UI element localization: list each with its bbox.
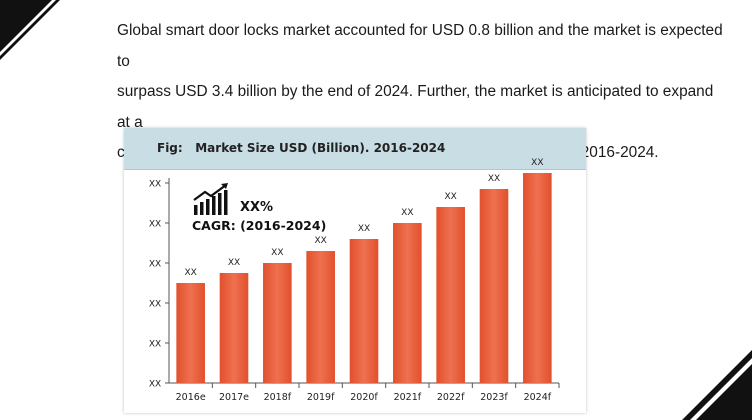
bottom-right-corner-stripe — [682, 350, 752, 420]
bar-data-label: XX — [228, 258, 240, 268]
bar — [436, 207, 465, 383]
cagr-label: CAGR: (2016-2024) — [192, 218, 327, 233]
bar-data-label: XX — [531, 158, 543, 168]
bar — [306, 251, 335, 383]
y-tick-label: XX — [149, 260, 161, 270]
bar-data-label: XX — [401, 208, 413, 218]
bar — [523, 173, 552, 383]
bar — [479, 189, 509, 383]
bar-chart: XX XX XX XX XX XX XX 2016e XX 2017e XX 2018f XX 2019f… — [149, 158, 560, 403]
bar-data-label: XX — [314, 236, 326, 246]
figure-header: Fig: Market Size USD (Billion). 2016-202… — [124, 128, 586, 170]
x-tick-label: 2017e — [219, 392, 249, 403]
bar-data-label: XX — [444, 192, 456, 202]
top-left-corner-stripe — [0, 0, 60, 60]
y-tick-label: XX — [149, 220, 161, 230]
x-tick-label: 2018f — [264, 392, 292, 403]
figure-title: Fig: Market Size USD (Billion). 2016-202… — [157, 141, 446, 155]
bar — [349, 239, 379, 383]
y-tick-label: XX — [149, 340, 161, 350]
bar — [219, 273, 249, 383]
y-tick-label: XX — [149, 180, 161, 190]
x-tick-label: 2024f — [524, 392, 552, 403]
y-tick-label: XX — [149, 380, 161, 390]
bar — [393, 223, 422, 383]
x-tick-label: 2020f — [350, 392, 378, 403]
x-tick-label: 2016e — [176, 392, 206, 403]
bar — [263, 263, 292, 383]
cagr-value: XX% — [240, 200, 274, 215]
bar-growth-icon — [193, 183, 228, 215]
paragraph-line-1: Global smart door locks market accounted… — [117, 22, 723, 70]
y-tick-label: XX — [149, 300, 161, 310]
x-tick-label: 2022f — [437, 392, 465, 403]
market-size-figure: Fig: Market Size USD (Billion). 2016-202… — [124, 128, 586, 413]
bar — [176, 283, 205, 383]
paragraph-line-2: surpass USD 3.4 billion by the end of 20… — [117, 83, 714, 131]
x-tick-label: 2023f — [480, 392, 508, 403]
x-tick-label: 2019f — [307, 392, 335, 403]
bar-data-label: XX — [184, 268, 196, 278]
x-tick-label: 2021f — [394, 392, 422, 403]
bar-data-label: XX — [358, 224, 370, 234]
bar-data-label: XX — [488, 174, 500, 184]
bar-data-label: XX — [271, 248, 283, 258]
